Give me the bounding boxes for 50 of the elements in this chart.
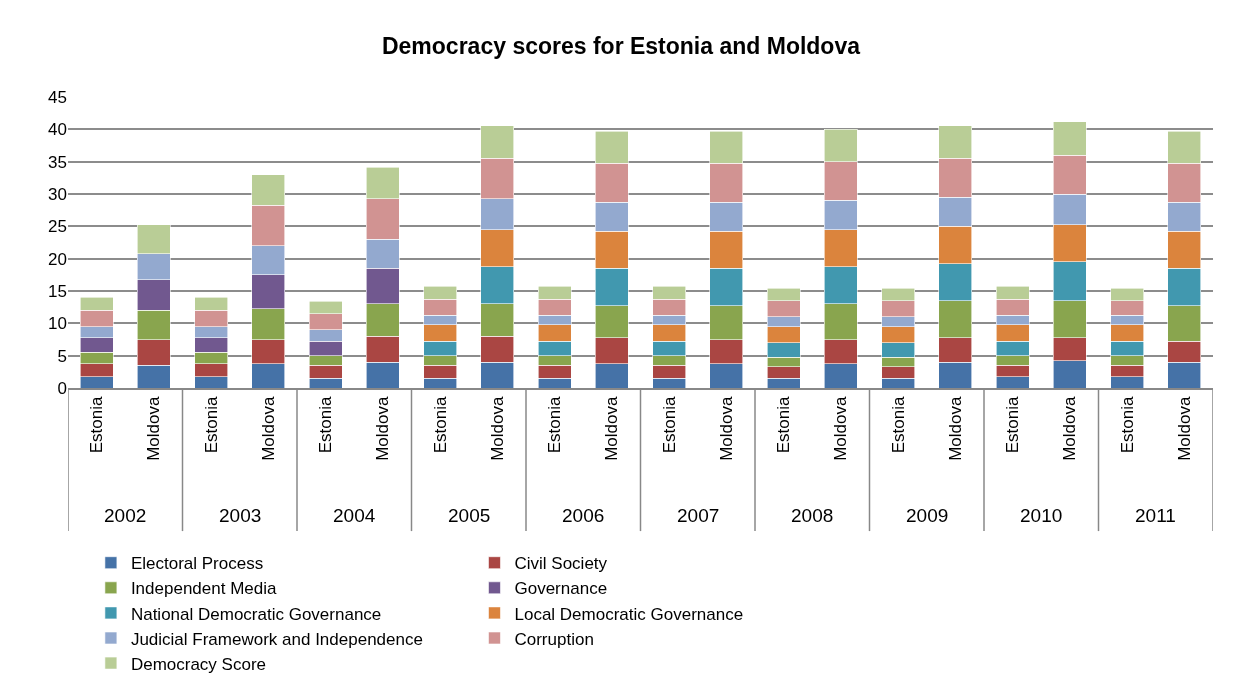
y-tick-label: 15: [48, 281, 67, 301]
x-tick-label: Moldova: [945, 396, 965, 461]
text: 2010: [1020, 505, 1063, 526]
x-tick-label: Moldova: [258, 396, 278, 461]
x-tick-label: Estonia: [430, 396, 450, 454]
legend-label: Local Democratic Governance: [514, 604, 744, 624]
y-tick-label: 10: [48, 314, 67, 334]
x-tick-label: Moldova: [373, 396, 393, 461]
y-tick-label: 30: [48, 184, 67, 204]
text: 2006: [562, 505, 605, 526]
x-tick-label: Moldova: [1174, 396, 1194, 461]
legend-label: Governance: [514, 579, 608, 599]
text: 2011: [1135, 505, 1176, 526]
chart-title: Democracy scores for Estonia and Moldova: [381, 33, 861, 60]
x-tick-label: Estonia: [316, 396, 336, 454]
x-tick-label: Moldova: [602, 396, 622, 461]
legend-label: Independent Media: [130, 579, 278, 599]
text: 2003: [219, 505, 262, 526]
text: 2007: [677, 505, 720, 526]
x-tick-label: Estonia: [1003, 396, 1023, 454]
x-tick-label: Estonia: [545, 396, 565, 454]
legend-label: Civil Society: [514, 554, 608, 574]
x-tick-label: Estonia: [774, 396, 794, 454]
x-tick-label: Moldova: [487, 396, 507, 461]
y-tick-label: 45: [48, 87, 67, 107]
x-tick-label: Estonia: [87, 396, 107, 454]
legend-label: National Democratic Governance: [130, 604, 382, 624]
legend-label: Corruption: [514, 629, 594, 649]
legend-label: Democracy Score: [130, 654, 267, 674]
x-tick-label: Estonia: [659, 396, 679, 454]
x-tick-label: Moldova: [831, 396, 851, 461]
text: 2002: [104, 505, 147, 526]
text: 2008: [791, 505, 834, 526]
x-tick-label: Moldova: [716, 396, 736, 461]
x-tick-label: Estonia: [888, 396, 908, 454]
x-tick-label: Estonia: [1117, 396, 1137, 454]
legend-label: Electoral Process: [130, 554, 264, 574]
text: 2004: [333, 505, 376, 526]
y-tick-label: 5: [57, 346, 67, 366]
legend-label: Judicial Framework and Independence: [130, 629, 423, 649]
y-tick-label: 0: [57, 378, 67, 398]
text: 2005: [448, 505, 491, 526]
x-tick-label: Moldova: [144, 396, 164, 461]
text: 2009: [906, 505, 949, 526]
x-tick-label: Estonia: [201, 396, 221, 454]
y-tick-label: 40: [48, 120, 67, 140]
x-tick-label: Moldova: [1060, 396, 1080, 461]
y-tick-label: 25: [48, 217, 67, 237]
y-tick-label: 20: [48, 249, 67, 269]
y-tick-label: 35: [48, 152, 67, 172]
